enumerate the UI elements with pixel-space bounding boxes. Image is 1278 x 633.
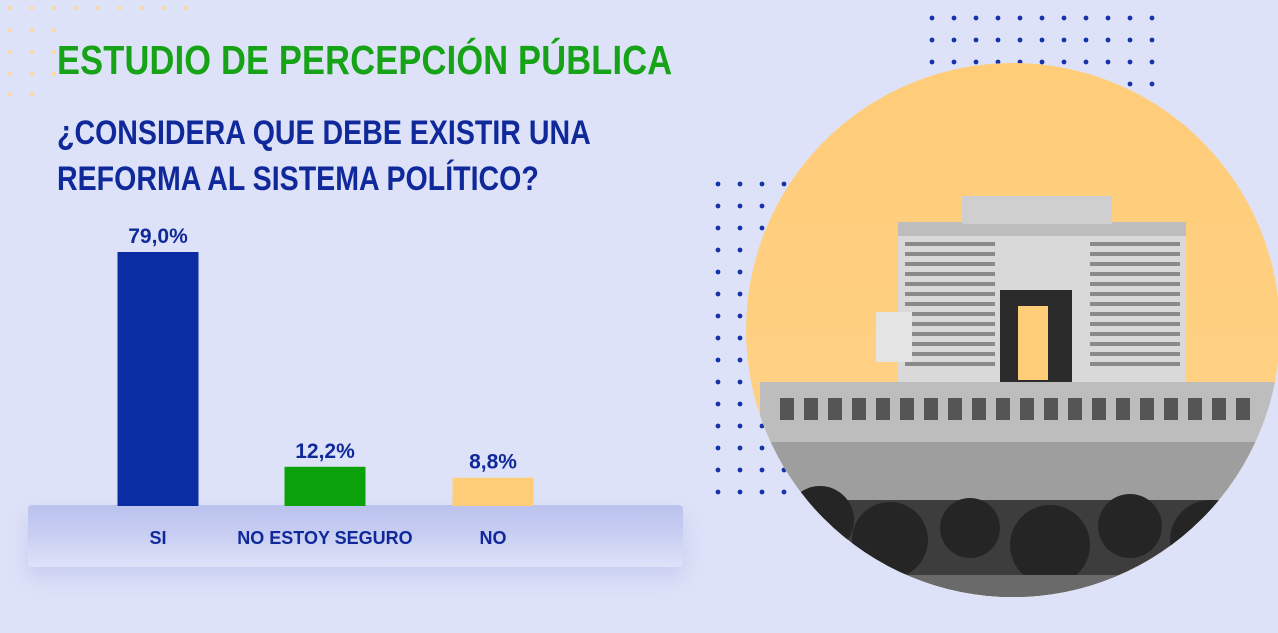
bar-chart: 79,0% SI 12,2% NO ESTOY SEGURO 8,8% NO	[117, 225, 534, 548]
dotted-pattern-top-left	[8, 6, 188, 96]
chart-baseline-band	[28, 505, 683, 567]
category-label-3: NO	[480, 528, 507, 548]
bar-value-label-2: 12,2%	[295, 440, 355, 463]
category-label-1: SI	[149, 528, 166, 548]
bar-value-label-1: 79,0%	[128, 225, 188, 248]
category-label-2: NO ESTOY SEGURO	[237, 528, 412, 548]
congress-building-photo	[715, 15, 1278, 597]
bar-3	[452, 477, 534, 506]
bar-1	[117, 252, 199, 506]
building-circle	[746, 63, 1278, 597]
study-title: ESTUDIO DE PERCEPCIÓN PÚBLICA	[57, 37, 673, 83]
bar-2	[284, 466, 366, 506]
survey-question: ¿CONSIDERA QUE DEBE EXISTIR UNA REFORMA …	[57, 110, 591, 202]
survey-question-line-1: ¿CONSIDERA QUE DEBE EXISTIR UNA	[57, 114, 591, 152]
survey-question-line-2: REFORMA AL SISTEMA POLÍTICO?	[57, 160, 539, 198]
bar-value-label-3: 8,8%	[469, 451, 517, 474]
title-block: ESTUDIO DE PERCEPCIÓN PÚBLICA	[57, 34, 790, 86]
